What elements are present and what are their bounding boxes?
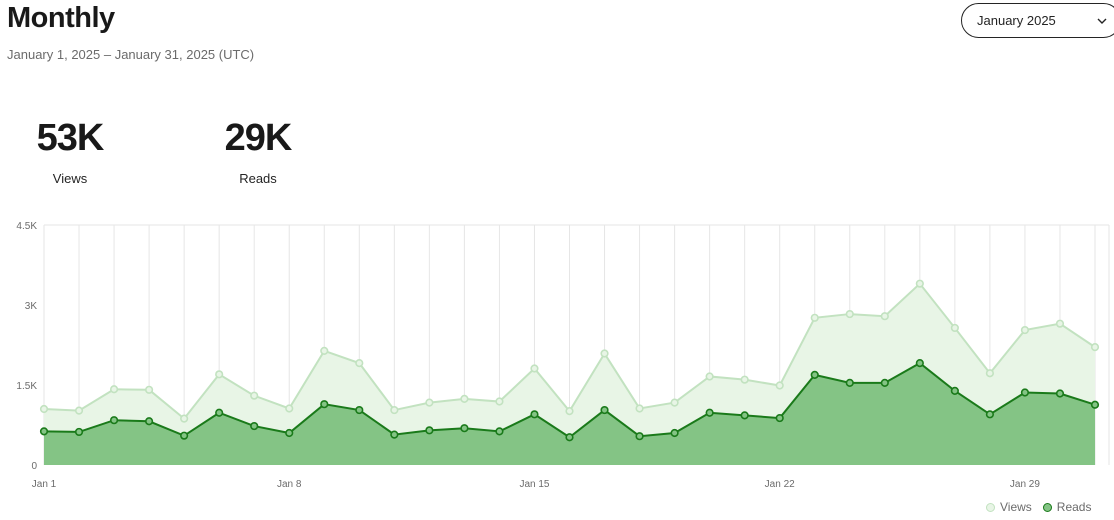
reads-point (950, 386, 959, 395)
reads-point (39, 427, 49, 436)
views-point (320, 346, 329, 355)
x-tick-label: Jan 1 (32, 479, 57, 490)
views-point (530, 364, 539, 373)
reads-point (705, 408, 714, 417)
views-point (950, 323, 959, 333)
legend-item-reads: Reads (1042, 500, 1092, 514)
y-tick-label: 1.5K (16, 381, 37, 392)
legend-views-swatch (986, 502, 995, 512)
views-point (635, 404, 644, 413)
stats-chart: 0 1.5K 3K 4.5K Jan 1 Jan 8 Jan 15 Jan 22 Jan 29 (16, 221, 1110, 490)
reads-point (775, 413, 784, 423)
views-point (39, 404, 49, 414)
reads-point (355, 405, 364, 415)
views-point (425, 398, 434, 407)
reads-point (1055, 389, 1065, 398)
views-point (495, 397, 504, 406)
views-point (565, 407, 574, 416)
views-label: Views (52, 171, 88, 186)
views-point (1055, 319, 1065, 328)
reads-point (250, 421, 259, 431)
date-range: January 1, 2025 – January 31, 2025 (UTC) (7, 47, 255, 62)
views-point (985, 369, 995, 378)
legend-item-views: Views (986, 500, 1032, 514)
chevron-down-icon (1097, 18, 1107, 24)
reads-point (460, 424, 469, 433)
reads-point (985, 410, 995, 419)
legend-reads-swatch (1042, 502, 1052, 512)
reads-point (495, 427, 504, 436)
views-point (810, 313, 819, 322)
reads-count: 29K (224, 117, 293, 159)
views-point (740, 375, 749, 384)
views-point (705, 372, 714, 381)
views-point (600, 349, 609, 358)
reads-point (915, 359, 924, 368)
views-point (145, 385, 154, 394)
month-select[interactable]: January 2025 (961, 3, 1114, 38)
reads-point (180, 431, 189, 440)
views-point (880, 312, 889, 321)
views-point (285, 404, 294, 413)
y-tick-label: 4.5K (16, 221, 37, 232)
views-point (775, 381, 784, 390)
views-stat: 53K Views (20, 119, 120, 186)
views-point (250, 391, 259, 400)
views-point (845, 309, 854, 319)
chart-legend: Views Reads (986, 500, 1091, 514)
x-tick-label: Jan 8 (277, 479, 302, 490)
views-point (1020, 325, 1030, 335)
reads-point (565, 433, 574, 442)
legend-views-label: Views (1000, 500, 1032, 514)
views-point (215, 370, 224, 379)
views-point (460, 394, 469, 403)
views-point (670, 398, 679, 407)
page-title: Monthly (7, 2, 115, 34)
reads-stat: 29K Reads (208, 119, 308, 186)
views-point (390, 405, 399, 415)
reads-point (145, 417, 154, 426)
y-tick-label: 3K (25, 301, 38, 312)
reads-point (425, 426, 434, 435)
x-tick-label: Jan 22 (765, 479, 795, 490)
views-point (915, 279, 924, 288)
reads-point (635, 432, 644, 441)
month-select-value: January 2025 (977, 13, 1056, 28)
reads-point (1020, 388, 1030, 397)
reads-point (880, 378, 889, 387)
reads-point (320, 400, 329, 409)
reads-point (74, 427, 84, 437)
reads-point (530, 410, 539, 419)
x-tick-label: Jan 29 (1010, 479, 1040, 490)
reads-point (810, 370, 819, 379)
x-tick-label: Jan 15 (519, 479, 549, 490)
reads-point (670, 428, 679, 438)
views-point (74, 406, 84, 415)
reads-area (44, 363, 1095, 465)
views-count: 53K (36, 117, 105, 159)
views-point (355, 359, 364, 368)
reads-point (600, 405, 609, 415)
reads-point (285, 428, 294, 438)
reads-point (740, 411, 749, 420)
reads-point (1090, 400, 1100, 409)
legend-reads-label: Reads (1056, 500, 1092, 514)
y-tick-label: 0 (31, 461, 37, 472)
reads-point (390, 430, 399, 439)
views-point (1090, 343, 1100, 352)
reads-point (845, 378, 854, 387)
views-point (180, 414, 189, 423)
views-point (109, 385, 119, 394)
reads-point (109, 416, 119, 425)
reads-label: Reads (239, 171, 277, 186)
reads-point (215, 408, 224, 417)
